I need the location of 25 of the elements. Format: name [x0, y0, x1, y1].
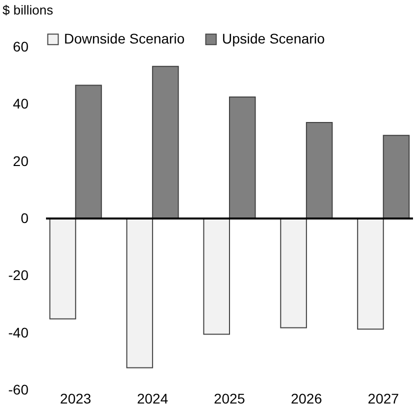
y-tick-label: 60 [12, 38, 29, 54]
bar [382, 134, 410, 219]
bar [357, 218, 384, 330]
bar [280, 218, 307, 328]
y-tick-label: -20 [8, 267, 29, 284]
bar [49, 218, 76, 320]
bar [126, 218, 154, 368]
bar [306, 122, 333, 219]
legend-label: Downside Scenario [64, 30, 185, 46]
bar [75, 84, 102, 219]
bar [229, 96, 256, 219]
x-tick-label: 2023 [60, 390, 92, 406]
y-tick-label: -40 [8, 324, 29, 340]
y-tick-label: 40 [12, 96, 29, 112]
x-tick-label: 2024 [136, 390, 168, 406]
x-tick-label: 2026 [290, 390, 322, 406]
y-tick-label: 20 [12, 152, 29, 169]
x-tick-label: 2027 [368, 390, 400, 406]
legend-label: Upside Scenario [222, 30, 325, 46]
y-axis-title: $ billions [2, 2, 54, 18]
y-tick-label: 0 [20, 210, 29, 226]
bar [152, 66, 179, 219]
bar [203, 218, 230, 335]
x-tick-label: 2025 [214, 390, 246, 406]
y-tick-label: -60 [8, 382, 29, 398]
